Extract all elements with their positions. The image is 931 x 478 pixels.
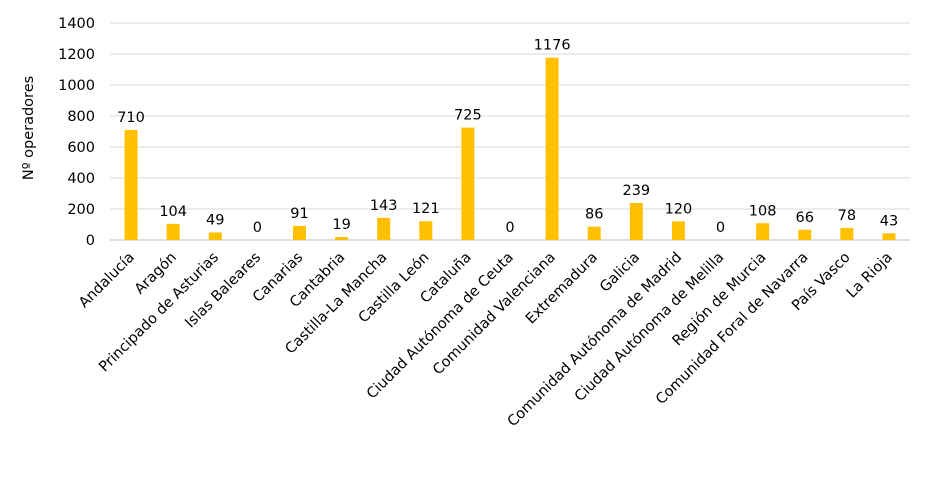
bar — [756, 223, 770, 240]
data-label: 66 — [796, 210, 814, 226]
category-label: La Rioja — [844, 250, 896, 302]
y-tick-label: 800 — [67, 109, 95, 125]
data-label: 91 — [290, 206, 308, 222]
bar — [292, 225, 306, 240]
bar — [419, 221, 433, 240]
data-label: 143 — [370, 198, 398, 214]
bar — [840, 227, 854, 240]
y-tick-label: 200 — [67, 202, 95, 218]
y-tick-label: 600 — [67, 140, 95, 156]
category-label: Islas Baleares — [182, 250, 264, 332]
bar — [124, 129, 138, 240]
data-label: 0 — [505, 220, 514, 236]
y-axis-title: Nº operadores — [21, 76, 37, 180]
y-tick-label: 1200 — [58, 47, 95, 63]
y-tick-label: 1400 — [58, 16, 95, 32]
data-label: 120 — [665, 201, 693, 217]
bar — [882, 233, 896, 240]
data-label: 108 — [749, 203, 777, 219]
data-label: 1176 — [534, 38, 571, 54]
gridlines — [110, 22, 910, 241]
data-label: 239 — [622, 183, 650, 199]
data-label: 710 — [117, 110, 145, 126]
y-tick-label: 1000 — [58, 78, 95, 94]
data-labels: 710 104 49 0 91 19 143 121 725 0 1176 86 239 120 0 108 6… — [117, 38, 898, 236]
bar — [798, 229, 812, 240]
category-label: Comunidad Foral de Navarra — [653, 250, 811, 408]
bar — [377, 217, 391, 240]
bar — [335, 237, 349, 240]
data-label: 121 — [412, 201, 440, 217]
data-label: 49 — [206, 212, 224, 228]
data-label: 0 — [253, 220, 262, 236]
data-label: 86 — [585, 207, 603, 223]
bar — [671, 221, 685, 240]
data-label: 19 — [332, 217, 350, 233]
y-tick-label: 0 — [86, 233, 95, 249]
data-label: 725 — [454, 108, 482, 124]
bars — [124, 57, 896, 240]
bar — [629, 202, 643, 240]
bar — [166, 223, 180, 240]
data-label: 104 — [159, 204, 187, 220]
bar — [208, 232, 222, 240]
bar — [461, 127, 475, 240]
data-label: 43 — [880, 213, 898, 229]
category-label: Andalucía — [76, 250, 138, 312]
data-label: 0 — [716, 220, 725, 236]
y-axis-ticks: 0 200 400 600 800 1000 1200 1400 — [58, 16, 95, 249]
bar — [587, 226, 601, 240]
y-tick-label: 400 — [67, 171, 95, 187]
bar — [545, 57, 559, 240]
data-label: 78 — [838, 208, 856, 224]
